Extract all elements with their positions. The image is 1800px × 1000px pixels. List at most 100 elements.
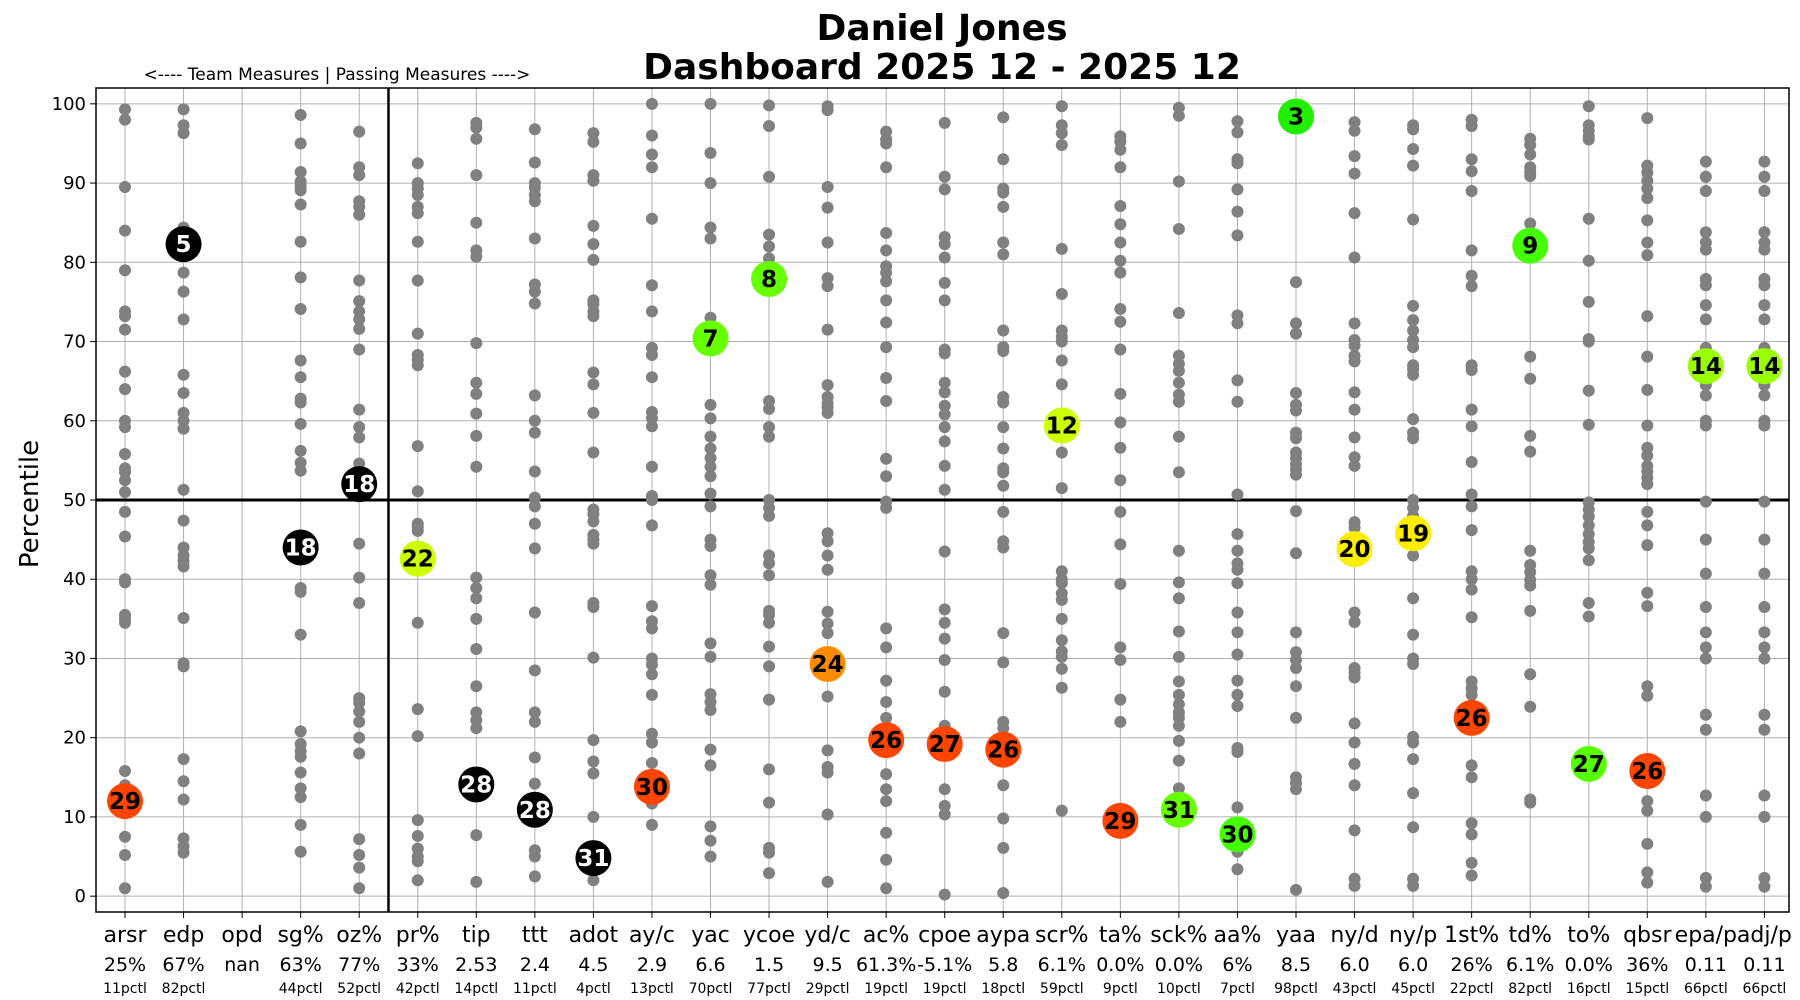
other-player-point	[938, 603, 951, 616]
other-player-point	[1348, 671, 1361, 684]
other-player-point	[1524, 445, 1537, 458]
other-player-point	[1582, 212, 1595, 225]
other-player-point	[704, 146, 717, 159]
other-player-point	[1641, 539, 1654, 552]
player-rank-label: 12	[1046, 414, 1078, 440]
y-tick-label: 90	[63, 173, 86, 194]
x-percentile-label: 29pctl	[806, 981, 850, 997]
other-player-point	[997, 153, 1010, 166]
other-player-point	[411, 814, 424, 827]
other-player-point	[1348, 879, 1361, 892]
other-player-point	[1348, 317, 1361, 330]
player-point	[1395, 515, 1432, 552]
other-player-point	[880, 622, 893, 635]
other-player-point	[528, 715, 541, 728]
other-player-point	[470, 337, 483, 350]
other-player-point	[1641, 586, 1654, 599]
other-player-point	[1465, 403, 1478, 416]
other-player-point	[821, 104, 834, 117]
other-player-point	[1524, 139, 1537, 152]
other-player-point	[353, 747, 366, 760]
other-player-point	[587, 734, 600, 747]
x-category-label: yaa	[1276, 923, 1316, 948]
other-player-point	[411, 829, 424, 842]
player-rank-label: 22	[402, 547, 434, 573]
other-player-point	[528, 285, 541, 298]
other-player-point	[997, 396, 1010, 409]
other-player-point	[353, 403, 366, 416]
x-category-label: adot	[569, 923, 619, 948]
other-player-point	[704, 97, 717, 110]
other-player-point	[1641, 383, 1654, 396]
other-player-point	[1348, 451, 1361, 464]
other-player-point	[353, 421, 366, 434]
other-player-point	[1172, 395, 1185, 408]
other-player-point	[470, 460, 483, 473]
x-category-label: edp	[163, 923, 204, 948]
other-player-point	[880, 244, 893, 257]
other-player-point	[1348, 355, 1361, 368]
x-category-label: ttt	[522, 923, 548, 948]
player-point	[985, 731, 1022, 768]
x-category-label: aa%	[1214, 923, 1262, 948]
player-point	[1453, 699, 1490, 736]
x-value-label: 6.0	[1339, 954, 1369, 976]
x-percentile-label: 19pctl	[923, 981, 967, 997]
other-player-point	[1465, 856, 1478, 869]
other-player-point	[353, 882, 366, 895]
other-player-point	[1758, 533, 1771, 546]
other-player-point	[353, 731, 366, 744]
other-player-point	[880, 275, 893, 288]
other-player-point	[997, 886, 1010, 899]
other-player-point	[119, 505, 131, 518]
other-player-point	[1641, 236, 1654, 249]
player-point	[165, 226, 202, 263]
other-player-point	[1699, 170, 1712, 183]
other-player-point	[1524, 579, 1537, 592]
other-player-point	[880, 226, 893, 239]
other-player-point	[1231, 205, 1244, 218]
player-rank-label: 29	[109, 789, 141, 815]
other-player-point	[704, 834, 717, 847]
other-player-point	[645, 600, 658, 613]
other-player-point	[294, 628, 307, 641]
other-player-point	[704, 703, 717, 716]
other-player-point	[1348, 717, 1361, 730]
x-percentile-label: 18pctl	[981, 981, 1025, 997]
other-player-point	[1348, 150, 1361, 163]
other-player-point	[1407, 314, 1420, 327]
x-category-label: oz%	[336, 923, 382, 948]
other-player-point	[1758, 185, 1771, 197]
other-player-point	[1172, 576, 1185, 589]
other-player-point	[1348, 521, 1361, 534]
other-player-point	[1641, 192, 1654, 205]
other-player-point	[763, 640, 776, 653]
other-player-point	[645, 349, 658, 362]
other-player-point	[1641, 505, 1654, 518]
other-player-point	[1055, 662, 1068, 675]
other-player-point	[353, 571, 366, 584]
other-player-point	[119, 830, 131, 843]
other-player-point	[938, 399, 951, 412]
other-player-point	[997, 841, 1010, 854]
other-player-point	[177, 793, 190, 806]
other-player-point	[177, 560, 190, 573]
other-player-point	[177, 846, 190, 859]
x-category-label: yd/c	[804, 923, 851, 948]
other-player-point	[587, 366, 600, 379]
other-player-point	[1114, 654, 1127, 667]
other-player-point	[821, 236, 834, 249]
other-player-point	[938, 783, 951, 796]
other-player-point	[1290, 387, 1302, 400]
other-player-point	[177, 313, 190, 326]
other-player-point	[470, 250, 483, 263]
other-player-point	[938, 545, 951, 558]
other-player-point	[880, 641, 893, 654]
other-player-point	[294, 585, 307, 598]
other-player-point	[177, 753, 190, 766]
other-player-point	[1290, 626, 1302, 639]
other-player-point	[1172, 307, 1185, 320]
other-player-point	[177, 660, 190, 673]
other-player-point	[880, 137, 893, 150]
other-player-point	[1172, 592, 1185, 605]
